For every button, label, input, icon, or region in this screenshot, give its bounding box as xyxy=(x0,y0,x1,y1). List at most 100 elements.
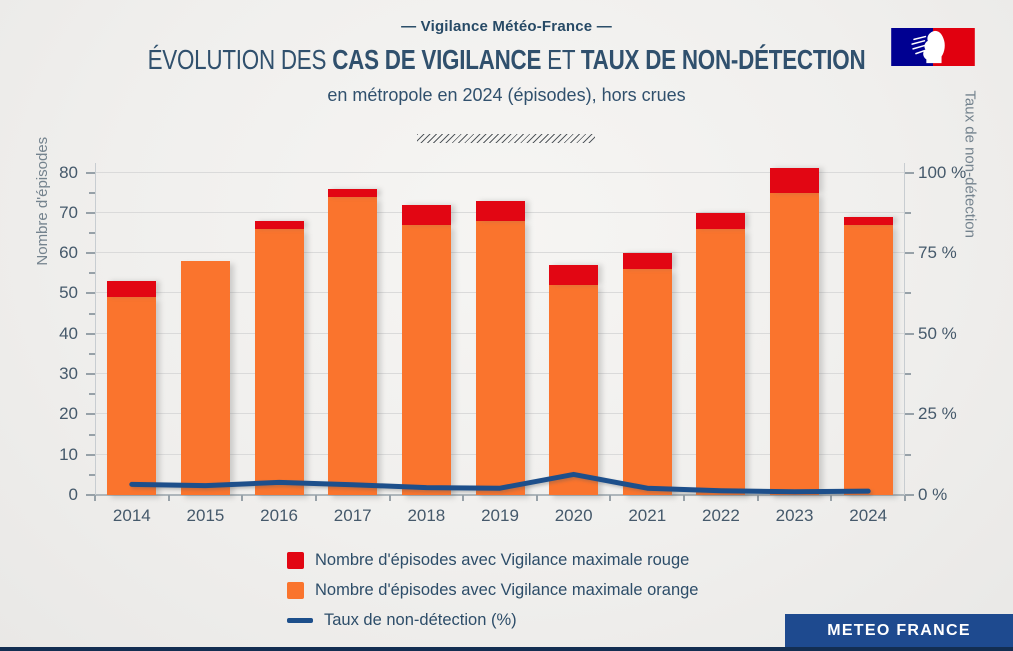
bar-2021-red xyxy=(622,253,672,270)
left-tick-label: 80 xyxy=(59,162,78,182)
blue-line-swatch xyxy=(287,617,313,623)
right-tick xyxy=(905,453,911,456)
x-boundary-tick xyxy=(94,495,96,501)
right-tick-label: 0 % xyxy=(918,485,948,504)
left-tick xyxy=(86,453,95,456)
left-tick xyxy=(89,272,95,275)
legend-item-red: Nombre d'épisodes avec Vigilance maximal… xyxy=(287,549,698,571)
legend: Nombre d'épisodes avec Vigilance maximal… xyxy=(287,549,698,631)
left-tick xyxy=(86,494,95,496)
bar-2023-red xyxy=(770,168,820,193)
legend-item-orange: Nombre d'épisodes avec Vigilance maximal… xyxy=(287,579,698,601)
right-axis-title: Taux de non-détection xyxy=(962,90,979,238)
x-boundary-tick xyxy=(241,495,244,501)
non-detection-line xyxy=(129,471,871,495)
marianne-silhouette xyxy=(923,30,945,64)
overline-title: — Vigilance Météo-France — xyxy=(401,18,612,35)
x-tick-label-2014: 2014 xyxy=(112,506,151,525)
left-tick xyxy=(86,332,95,335)
x-boundary-tick xyxy=(609,495,612,501)
x-boundary-tick xyxy=(388,495,391,501)
marianne-hair-lines xyxy=(911,35,927,55)
france-flag-logo xyxy=(891,28,975,66)
red-square-swatch xyxy=(287,551,304,569)
hatched-divider xyxy=(417,134,595,143)
bar-2018-orange xyxy=(401,224,451,495)
left-tick-label: 70 xyxy=(59,202,78,222)
x-boundary-tick xyxy=(167,495,170,501)
x-tick-label-2024: 2024 xyxy=(849,506,888,525)
left-tick xyxy=(86,171,95,174)
left-tick xyxy=(86,413,95,416)
right-tick xyxy=(905,332,914,335)
bar-2021-orange xyxy=(622,269,672,495)
left-tick xyxy=(86,373,95,376)
bar-2015-orange xyxy=(180,261,230,495)
right-axis-line xyxy=(904,163,905,495)
gridline-80 xyxy=(95,171,905,173)
x-boundary-tick xyxy=(830,495,833,501)
bar-2022-orange xyxy=(696,228,746,495)
legend-label: Nombre d'épisodes avec Vigilance maximal… xyxy=(315,580,699,599)
right-tick xyxy=(905,252,914,255)
x-boundary-tick xyxy=(756,495,759,501)
title-segment-bold: CAS DE VIGILANCE xyxy=(332,44,542,75)
bar-2024-orange xyxy=(843,224,893,495)
left-tick xyxy=(89,393,95,396)
x-tick-label-2017: 2017 xyxy=(333,506,372,525)
bar-2022-red xyxy=(696,212,746,229)
bar-2017-orange xyxy=(328,196,378,495)
left-tick-label: 60 xyxy=(59,243,78,263)
left-tick-label: 0 xyxy=(68,485,78,504)
x-tick-label-2015: 2015 xyxy=(186,506,225,525)
x-tick-label-2016: 2016 xyxy=(260,506,298,525)
x-boundary-tick xyxy=(904,495,906,501)
x-tick-label-2020: 2020 xyxy=(554,506,593,525)
x-boundary-tick xyxy=(314,495,317,501)
right-tick-label: 50 % xyxy=(918,323,957,343)
bar-2014-red xyxy=(107,281,157,298)
left-tick-label: 20 xyxy=(59,404,78,424)
bar-2024-red xyxy=(843,216,893,225)
bar-2023-orange xyxy=(770,192,820,495)
left-tick xyxy=(89,191,95,194)
left-tick xyxy=(86,211,95,214)
right-tick-label: 100 % xyxy=(918,162,967,182)
bar-2014-orange xyxy=(107,297,157,495)
right-tick-label: 25 % xyxy=(918,404,957,424)
legend-label: Nombre d'épisodes avec Vigilance maximal… xyxy=(315,550,690,569)
bar-2020-red xyxy=(549,265,599,286)
bar-2019-orange xyxy=(475,220,525,495)
x-axis-line xyxy=(93,494,907,496)
left-tick xyxy=(89,433,95,436)
bottom-accent-strip xyxy=(0,647,1013,651)
left-tick xyxy=(89,231,95,234)
left-axis-line xyxy=(95,163,96,495)
left-tick xyxy=(86,292,95,295)
x-tick-label-2019: 2019 xyxy=(481,506,519,525)
left-tick xyxy=(89,352,95,355)
x-tick-label-2022: 2022 xyxy=(701,506,740,525)
left-tick-label: 30 xyxy=(59,364,78,384)
x-tick-label-2023: 2023 xyxy=(775,506,814,525)
right-tick xyxy=(905,292,911,295)
left-tick xyxy=(89,312,95,315)
subtitle: en métropole en 2024 (épisodes), hors cr… xyxy=(327,85,686,105)
combo-chart: 0 10 20 30 40 50 60 70 80 0 % 25 % 50 % 75 % 100 % 201… xyxy=(59,163,966,526)
x-boundary-tick xyxy=(462,495,465,501)
left-tick xyxy=(86,252,95,255)
bar-2016-red xyxy=(254,220,304,229)
left-tick-label: 40 xyxy=(59,323,78,343)
orange-square-swatch xyxy=(287,581,304,599)
title-segment-bold: TAUX DE NON-DÉTECTION xyxy=(580,44,866,75)
bar-2018-red xyxy=(401,204,451,225)
right-tick xyxy=(905,373,911,376)
bar-2020-orange xyxy=(549,285,599,495)
left-tick xyxy=(89,473,95,476)
x-tick-label-2021: 2021 xyxy=(628,506,667,525)
right-tick-label: 75 % xyxy=(918,243,957,263)
right-tick xyxy=(905,171,914,174)
x-boundary-tick xyxy=(535,495,538,501)
page-title: ÉVOLUTION DES CAS DE VIGILANCE ET TAUX D… xyxy=(101,44,911,76)
